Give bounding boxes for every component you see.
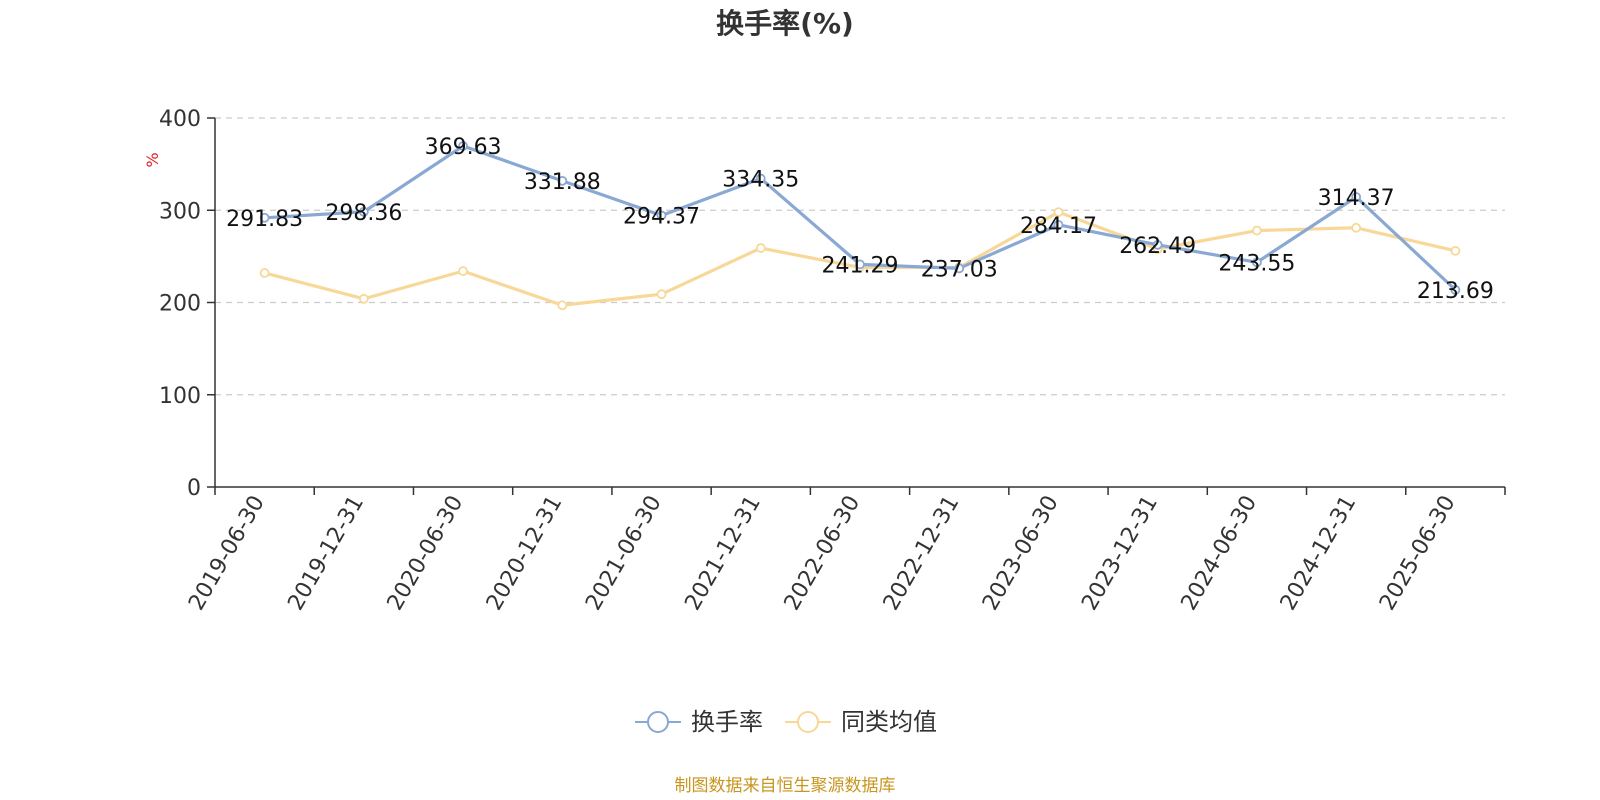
data-label: 291.83 (226, 207, 303, 232)
chart-title: 换手率(%) (716, 7, 854, 40)
data-label: 284.17 (1020, 214, 1097, 239)
data-point[interactable] (458, 266, 468, 277)
data-label: 213.69 (1417, 279, 1494, 304)
x-tick-label: 2021-06-30 (581, 492, 667, 615)
y-axis-label: % (143, 152, 162, 167)
data-point[interactable] (656, 210, 667, 221)
legend-label[interactable]: 换手率 (691, 708, 763, 736)
data-label: 243.55 (1218, 251, 1295, 276)
legend[interactable]: 换手率 同类均值 (635, 708, 937, 736)
data-point[interactable] (557, 175, 568, 186)
x-tick-label: 2022-06-30 (780, 492, 866, 615)
x-tick-label: 2024-06-30 (1177, 492, 1263, 615)
data-point[interactable] (1053, 207, 1064, 217)
data-point[interactable] (358, 293, 369, 304)
data-point[interactable] (954, 263, 965, 274)
data-point[interactable] (755, 243, 766, 253)
axes: 0 100 200 300 400 2019-06-30 2019-12-31 2020-06… (159, 107, 1506, 615)
data-point[interactable] (1450, 284, 1461, 295)
y-tick-label: 0 (187, 476, 201, 501)
y-tick-label: 300 (159, 199, 201, 224)
data-label: 262.49 (1119, 234, 1196, 259)
data-point[interactable] (1053, 219, 1064, 230)
data-point[interactable] (1252, 257, 1262, 268)
data-point[interactable] (855, 259, 865, 270)
x-tick-label: 2021-12-31 (680, 492, 766, 615)
x-tick-label: 2019-12-31 (283, 492, 369, 615)
data-label: 369.63 (425, 135, 502, 160)
x-tick-label: 2020-12-31 (482, 492, 568, 615)
data-label: 314.37 (1318, 186, 1395, 211)
x-tick-label: 2020-06-30 (383, 491, 469, 614)
data-labels: 291.83 298.36 369.63 331.88 294.37 334.35 241.… (226, 135, 1494, 304)
y-tick-label: 400 (159, 107, 201, 132)
series-lines (259, 141, 1461, 311)
x-tick-label: 2019-06-30 (184, 492, 270, 615)
x-tick-label: 2024-12-31 (1276, 492, 1362, 615)
source-note: 制图数据来自恒生聚源数据库 (675, 776, 896, 796)
data-label: 334.35 (722, 168, 799, 193)
data-point[interactable] (656, 289, 667, 300)
legend-marker (797, 711, 819, 733)
gridlines (215, 117, 1505, 396)
x-tick-label: 2025-06-30 (1375, 492, 1461, 615)
data-point[interactable] (557, 300, 568, 311)
legend-label[interactable]: 同类均值 (841, 708, 937, 736)
data-label: 241.29 (822, 253, 899, 278)
data-point[interactable] (1450, 245, 1461, 256)
x-tick-label: 2023-12-31 (1077, 492, 1163, 615)
y-tick-label: 200 (159, 292, 201, 317)
data-point[interactable] (1152, 239, 1163, 250)
data-label: 237.03 (921, 257, 998, 282)
data-point[interactable] (1351, 192, 1362, 202)
data-label: 298.36 (325, 201, 402, 226)
data-point[interactable] (1351, 222, 1362, 233)
x-tick-label: 2022-12-31 (879, 491, 965, 614)
y-tick-label: 100 (159, 384, 201, 409)
data-point[interactable] (259, 212, 270, 223)
data-point[interactable] (358, 206, 369, 217)
data-point[interactable] (458, 141, 468, 151)
data-point[interactable] (259, 268, 270, 278)
data-label: 294.37 (623, 204, 700, 229)
data-point[interactable] (1252, 225, 1262, 236)
data-point[interactable] (755, 173, 766, 184)
data-label: 331.88 (524, 170, 601, 195)
x-tick-label: 2023-06-30 (978, 492, 1064, 615)
legend-marker (647, 711, 669, 733)
